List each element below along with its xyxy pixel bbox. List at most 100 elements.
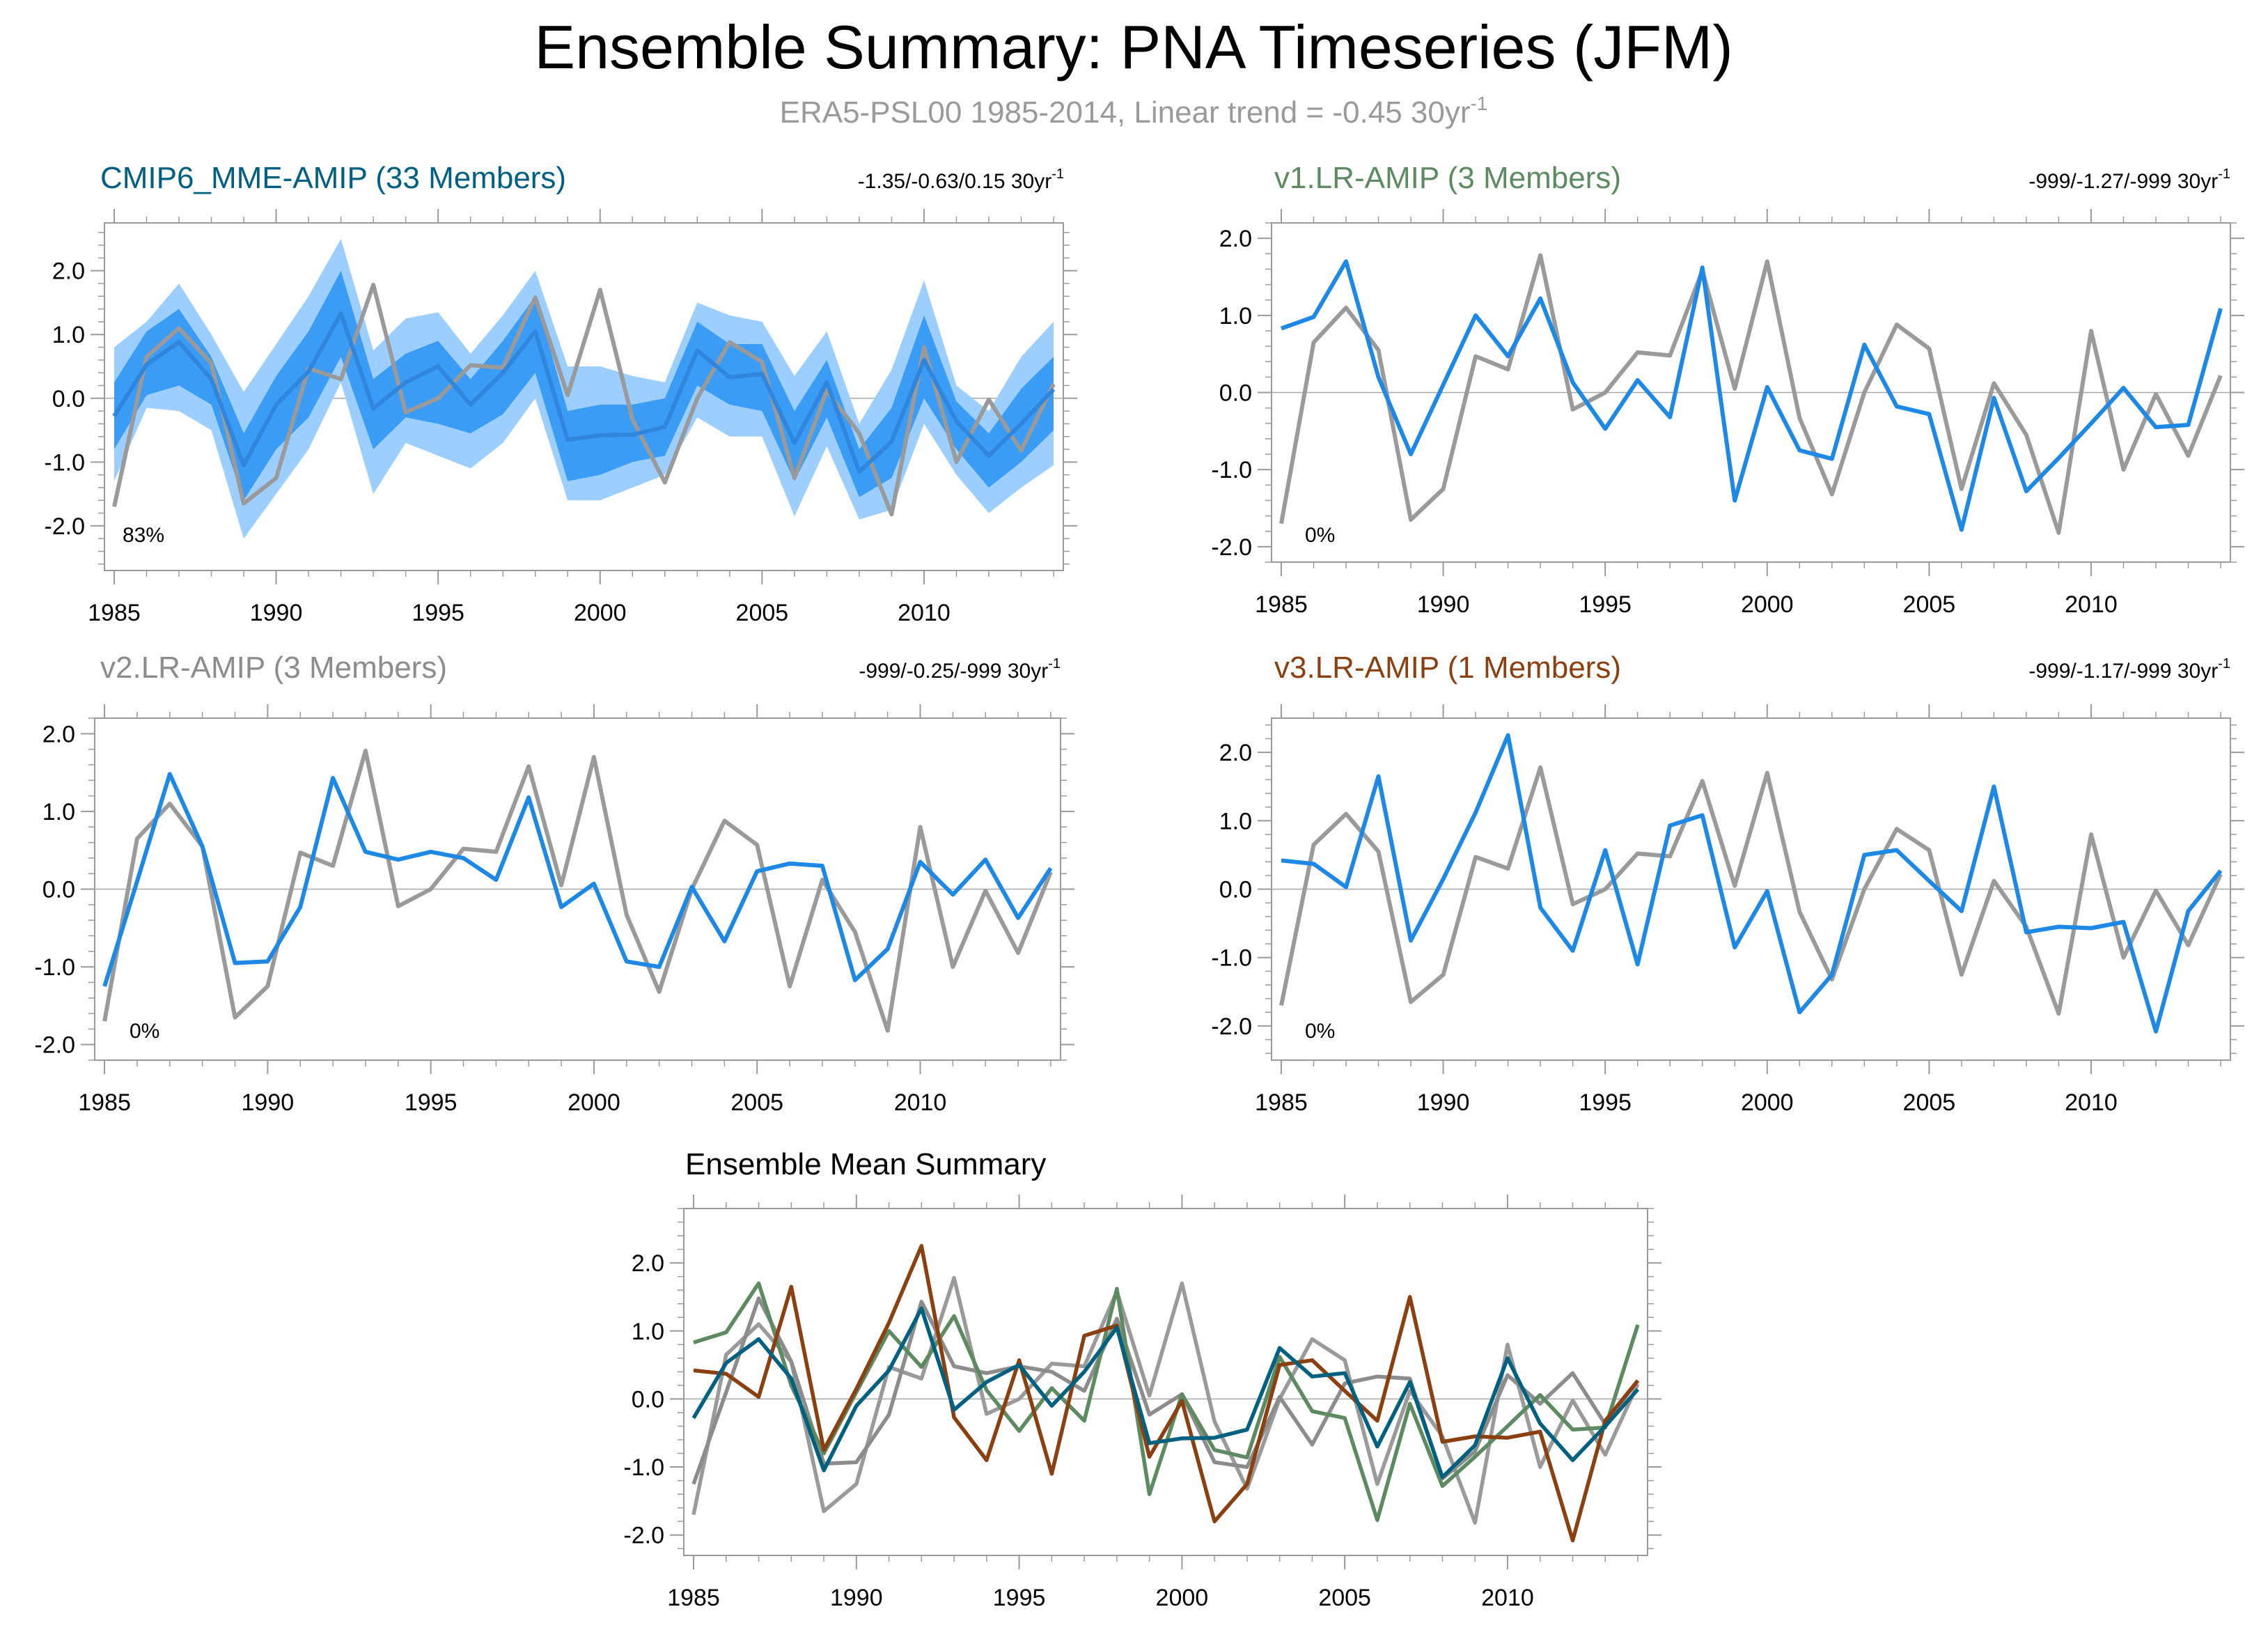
y-tick-label: 0.0 [42, 877, 75, 903]
x-tick-label: 2005 [1903, 1089, 1956, 1116]
x-tick-label: 1990 [242, 1089, 295, 1116]
y-tick-label: -1.0 [44, 449, 85, 476]
percent-label: 0% [130, 1020, 159, 1043]
percent-label: 0% [1305, 524, 1335, 547]
x-tick-label: 1995 [1579, 591, 1632, 618]
y-tick-label: 2.0 [632, 1250, 664, 1277]
y-tick-label: 2.0 [1219, 740, 1252, 766]
y-tick-label: -2.0 [1211, 534, 1252, 561]
figure-subtitle-text: ERA5-PSL00 1985-2014, Linear trend = -0.… [780, 95, 1471, 130]
series-line-v3 [693, 1243, 1640, 1543]
percent-label: 83% [123, 524, 164, 547]
y-tick-label: -2.0 [34, 1032, 75, 1059]
figure-subtitle: ERA5-PSL00 1985-2014, Linear trend = -0.… [780, 93, 1488, 130]
panel-v1: v1.LR-AMIP (3 Members) -999/-1.27/-999 30… [1211, 161, 2244, 618]
x-tick-label: 1995 [1579, 1089, 1632, 1116]
trend-label-sup: -1 [2218, 656, 2230, 671]
y-tick-label: 0.0 [632, 1386, 664, 1413]
y-tick-label: 1.0 [632, 1319, 664, 1345]
panel-title: v2.LR-AMIP (3 Members) [100, 651, 447, 685]
x-tick-label: 2005 [1318, 1585, 1371, 1611]
x-tick-label: 2000 [568, 1089, 620, 1116]
trend-label: -1.35/-0.63/0.15 30yr-1 [858, 166, 1064, 193]
y-tick-label: 1.0 [1219, 303, 1252, 329]
model-line [1280, 259, 2223, 532]
x-tick-label: 1985 [667, 1585, 720, 1611]
x-tick-label: 1990 [1417, 1089, 1470, 1116]
y-tick-label: 0.0 [1219, 877, 1252, 903]
trend-label-sup: -1 [2218, 166, 2230, 182]
trend-label-sup: -1 [1051, 166, 1064, 182]
trend-label-text: -999/-0.25/-999 30yr [859, 660, 1048, 683]
y-tick-label: 0.0 [1219, 380, 1252, 407]
x-tick-label: 1995 [412, 600, 464, 626]
trend-label: -999/-0.25/-999 30yr-1 [859, 656, 1061, 683]
panel-title: v3.LR-AMIP (1 Members) [1274, 651, 1621, 685]
y-tick-label: -2.0 [1211, 1013, 1252, 1040]
x-tick-label: 1985 [88, 600, 141, 626]
x-tick-label: 2010 [894, 1089, 947, 1116]
model-line [102, 772, 1053, 987]
figure-subtitle-sup: -1 [1470, 93, 1487, 114]
panel-title: Ensemble Mean Summary [685, 1147, 1046, 1181]
series-line-obs [691, 1275, 1640, 1525]
x-tick-label: 2000 [1741, 1089, 1794, 1116]
trend-label-text: -1.35/-0.63/0.15 30yr [858, 170, 1052, 193]
plot-frame [104, 222, 1064, 571]
y-tick-label: 2.0 [1219, 226, 1252, 252]
obs-line [1279, 765, 2223, 1016]
obs-line [1279, 253, 2223, 535]
y-tick-label: 1.0 [52, 322, 85, 348]
trend-label: -999/-1.17/-999 30yr-1 [2028, 656, 2230, 683]
x-tick-label: 1990 [1417, 591, 1470, 618]
panel-v3: v3.LR-AMIP (1 Members) -999/-1.17/-999 30… [1211, 651, 2244, 1116]
x-tick-label: 2010 [1481, 1585, 1534, 1611]
y-tick-label: -1.0 [1211, 945, 1252, 972]
y-tick-label: -1.0 [623, 1454, 664, 1481]
obs-line [102, 748, 1053, 1033]
spread-band-inner [114, 270, 1054, 501]
trend-label-text: -999/-1.17/-999 30yr [2028, 660, 2218, 683]
y-tick-label: -1.0 [1211, 457, 1252, 483]
y-tick-label: -2.0 [623, 1523, 664, 1549]
y-tick-label: 1.0 [1219, 808, 1252, 834]
x-tick-label: 2005 [736, 600, 789, 626]
y-tick-label: -2.0 [44, 513, 85, 540]
plot-frame [683, 1208, 1648, 1556]
y-tick-label: 2.0 [42, 721, 75, 747]
x-tick-label: 2000 [1156, 1585, 1209, 1611]
x-tick-label: 2005 [730, 1089, 783, 1116]
y-tick-label: -1.0 [34, 954, 75, 981]
x-tick-label: 1985 [1255, 591, 1308, 618]
x-tick-label: 2000 [574, 600, 627, 626]
obs-line [112, 282, 1056, 517]
panel-title: v1.LR-AMIP (3 Members) [1274, 161, 1621, 195]
y-tick-label: 1.0 [42, 799, 75, 825]
x-tick-label: 1985 [1255, 1089, 1308, 1116]
panel-title: CMIP6_MME-AMIP (33 Members) [100, 161, 566, 195]
x-tick-label: 2000 [1741, 591, 1794, 618]
x-tick-label: 1995 [405, 1089, 457, 1116]
panel-v2: v2.LR-AMIP (3 Members) -999/-0.25/-999 30… [34, 651, 1074, 1116]
x-tick-label: 1995 [993, 1585, 1046, 1611]
model-line [1281, 733, 2223, 1034]
y-tick-label: 2.0 [52, 258, 85, 285]
y-tick-label: 0.0 [52, 386, 85, 412]
x-tick-label: 2010 [898, 600, 951, 626]
x-tick-label: 2010 [2065, 1089, 2118, 1116]
x-tick-label: 1985 [78, 1089, 131, 1116]
x-tick-label: 2005 [1903, 591, 1956, 618]
series-line-mme [691, 1306, 1640, 1479]
panel-summary: Ensemble Mean Summary -2.0 -1.0 0.0 1.0 2.0 19… [623, 1147, 1661, 1611]
x-tick-label: 1990 [250, 600, 303, 626]
trend-label-text: -999/-1.27/-999 30yr [2028, 170, 2218, 193]
x-tick-label: 2010 [2065, 591, 2118, 618]
figure-title: Ensemble Summary: PNA Timeseries (JFM) [534, 13, 1733, 81]
x-tick-label: 1990 [830, 1585, 883, 1611]
series-line-v2 [691, 1296, 1640, 1485]
percent-label: 0% [1305, 1020, 1335, 1043]
ensemble-mean-line [112, 311, 1056, 474]
trend-label-sup: -1 [1048, 656, 1061, 671]
trend-label: -999/-1.27/-999 30yr-1 [2028, 166, 2230, 193]
